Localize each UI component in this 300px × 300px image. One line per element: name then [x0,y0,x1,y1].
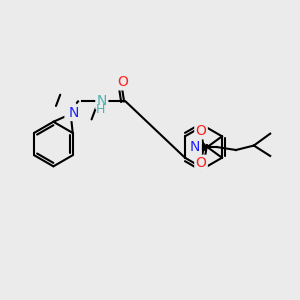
Text: S: S [66,104,75,118]
Text: S: S [66,104,75,118]
Text: O: O [196,156,206,170]
Text: O: O [196,124,206,138]
Text: H: H [96,103,105,116]
Text: N: N [97,94,107,108]
Text: N: N [69,106,79,120]
Text: O: O [117,75,128,89]
Text: N: N [190,140,200,154]
Text: N: N [69,106,79,120]
